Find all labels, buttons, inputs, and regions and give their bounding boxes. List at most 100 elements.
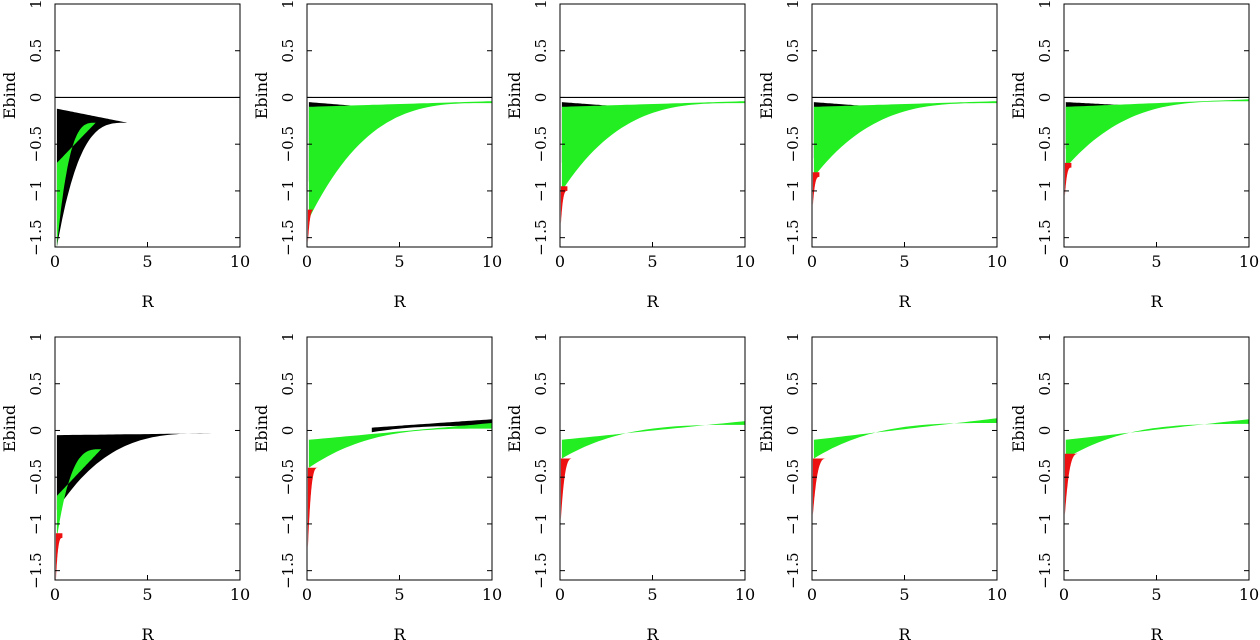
y-tick-label: 1 xyxy=(1036,332,1054,342)
y-tick-label: 0 xyxy=(784,426,802,436)
series-red-region xyxy=(1064,453,1079,515)
x-tick-label: 10 xyxy=(230,585,250,604)
panel-9: 1 0.5 0 −0.5 −1 −1.5 0 5 10 R Ebind xyxy=(757,332,1007,640)
series-red-region xyxy=(307,209,315,243)
x-tick-label: 0 xyxy=(1059,252,1069,271)
y-tick-label: −1.5 xyxy=(532,219,550,255)
y-tick-label: 1 xyxy=(27,332,45,342)
x-tick-label: 10 xyxy=(482,585,502,604)
y-tick-label: 0 xyxy=(27,93,45,103)
y-tick-label: −1.5 xyxy=(784,552,802,588)
x-axis-label: R xyxy=(393,625,406,640)
series-red-region xyxy=(1064,162,1072,196)
y-tick-label: 0.5 xyxy=(279,372,297,396)
x-tick-label: 0 xyxy=(555,252,565,271)
y-tick-label: 0.5 xyxy=(279,39,297,63)
x-tick-label: 0 xyxy=(555,585,565,604)
y-tick-label: 0.5 xyxy=(1036,39,1054,63)
y-axis-label: Ebind xyxy=(1009,72,1028,120)
x-tick-label: 5 xyxy=(899,585,909,604)
series-green-region xyxy=(813,418,997,459)
y-axis-label: Ebind xyxy=(0,72,19,120)
x-axis-label: R xyxy=(898,625,911,640)
y-tick-label: −1 xyxy=(279,513,297,535)
y-tick-label: −0.5 xyxy=(27,459,45,495)
y-axis-label: Ebind xyxy=(757,405,776,453)
x-tick-label: 5 xyxy=(142,252,152,271)
y-tick-label: −1.5 xyxy=(27,219,45,255)
x-axis-label: R xyxy=(141,292,154,311)
series-red-region xyxy=(560,458,573,520)
y-tick-label: −1.5 xyxy=(532,552,550,588)
y-tick-label: 0.5 xyxy=(27,39,45,63)
y-tick-label: 1 xyxy=(279,332,297,342)
y-tick-label: 0 xyxy=(532,426,550,436)
x-axis-label: R xyxy=(393,292,406,311)
y-axis-label: Ebind xyxy=(252,405,271,453)
x-tick-label: 0 xyxy=(302,585,312,604)
series-green-region xyxy=(56,449,102,538)
series-black-region xyxy=(56,433,216,510)
x-axis-label: R xyxy=(1150,625,1163,640)
x-tick-label: 0 xyxy=(50,585,60,604)
x-tick-label: 5 xyxy=(647,585,657,604)
y-tick-label: 1 xyxy=(532,332,550,342)
y-axis-label: Ebind xyxy=(0,405,19,453)
x-tick-label: 10 xyxy=(1239,252,1259,271)
y-tick-label: −1 xyxy=(27,513,45,535)
y-tick-label: −1.5 xyxy=(784,219,802,255)
y-tick-label: −0.5 xyxy=(1036,459,1054,495)
x-tick-label: 0 xyxy=(1059,585,1069,604)
x-tick-label: 5 xyxy=(647,252,657,271)
y-tick-label: −1 xyxy=(784,180,802,202)
y-tick-label: 0 xyxy=(279,93,297,103)
y-tick-label: 0.5 xyxy=(27,372,45,396)
y-tick-label: −1 xyxy=(1036,180,1054,202)
series-red-region xyxy=(307,467,319,548)
y-tick-label: 0.5 xyxy=(784,372,802,396)
x-axis-label: R xyxy=(898,292,911,311)
y-tick-label: 0 xyxy=(1036,426,1054,436)
series-green-region xyxy=(561,421,745,459)
series-red-region xyxy=(55,533,63,580)
series-green-region xyxy=(308,423,492,468)
y-tick-label: −1 xyxy=(532,180,550,202)
x-tick-label: 0 xyxy=(50,252,60,271)
series-green-region xyxy=(56,122,96,247)
series-green-region xyxy=(1065,419,1249,459)
y-tick-label: −0.5 xyxy=(279,459,297,495)
y-tick-label: −1.5 xyxy=(1036,219,1054,255)
y-axis-label: Ebind xyxy=(505,72,524,120)
y-tick-label: −0.5 xyxy=(27,126,45,162)
x-tick-label: 10 xyxy=(482,252,502,271)
series-green-region xyxy=(308,101,492,219)
series-green-region xyxy=(1065,99,1249,168)
y-tick-label: 0.5 xyxy=(1036,372,1054,396)
y-tick-label: −0.5 xyxy=(1036,126,1054,162)
x-tick-label: 0 xyxy=(807,585,817,604)
y-tick-label: 0 xyxy=(532,93,550,103)
x-tick-label: 0 xyxy=(302,252,312,271)
x-tick-label: 5 xyxy=(899,252,909,271)
x-axis-label: R xyxy=(646,625,659,640)
series-green-region xyxy=(561,101,745,191)
series-red-region xyxy=(812,172,820,205)
x-tick-label: 10 xyxy=(735,252,755,271)
y-tick-label: −1.5 xyxy=(279,552,297,588)
y-tick-label: 1 xyxy=(1036,0,1054,9)
panel-10: 1 0.5 0 −0.5 −1 −1.5 0 5 10 R Ebind xyxy=(1009,332,1259,640)
x-tick-label: 10 xyxy=(735,585,755,604)
plot-frame xyxy=(811,336,998,581)
y-tick-label: −0.5 xyxy=(784,126,802,162)
x-tick-label: 10 xyxy=(987,585,1007,604)
series-red-region xyxy=(560,186,568,224)
panel-6: 1 0.5 0 −0.5 −1 −1.5 0 5 10 R Ebind xyxy=(0,332,250,640)
x-axis-label: R xyxy=(1150,292,1163,311)
x-tick-label: 5 xyxy=(394,252,404,271)
y-tick-label: 1 xyxy=(532,0,550,9)
y-tick-label: 0 xyxy=(784,93,802,103)
y-tick-label: 0 xyxy=(27,426,45,436)
x-tick-label: 5 xyxy=(1151,585,1161,604)
series-green-region xyxy=(813,101,997,177)
